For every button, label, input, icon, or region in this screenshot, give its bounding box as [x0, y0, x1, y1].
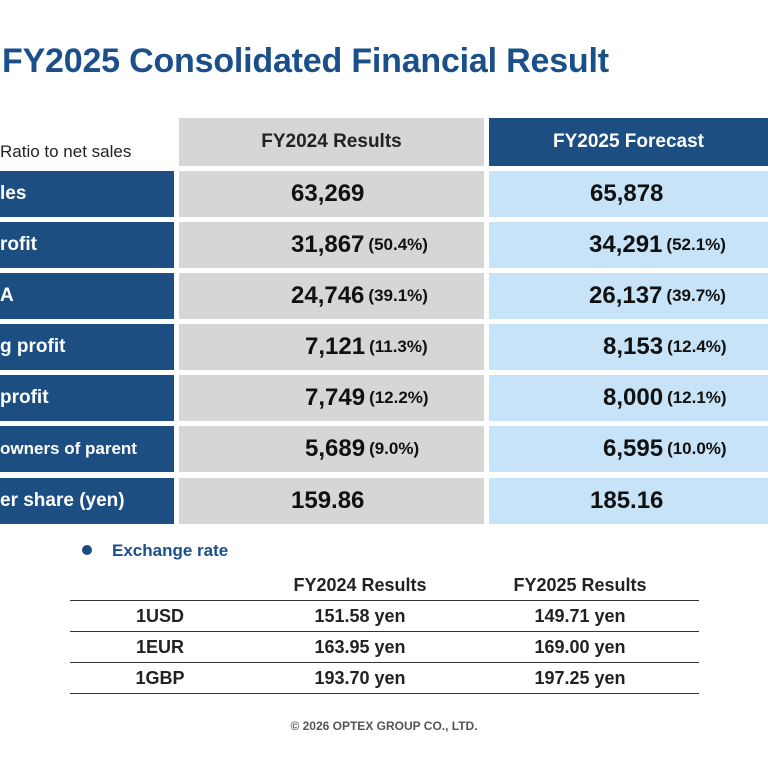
- ratio: (12.2%): [369, 388, 429, 407]
- row-label-gross-profit: rofit: [0, 222, 174, 268]
- row-label-net-sales: les: [0, 171, 174, 217]
- value: 185.16: [590, 487, 664, 514]
- cell-ordinary-profit-fy2025: 8,000 (12.1%): [489, 375, 768, 421]
- value: 34,291: [589, 231, 663, 258]
- value: 63,269: [291, 180, 365, 207]
- currency-label: 1EUR: [135, 636, 184, 657]
- row-label-ebitda: A: [0, 273, 174, 319]
- cell-ebitda-fy2024: 24,746 (39.1%): [179, 273, 484, 319]
- ratio: (9.0%): [369, 439, 420, 458]
- ratio: (10.0%): [667, 439, 727, 458]
- rate-fy2024: 151.58 yen: [314, 605, 406, 626]
- value: 8,000: [603, 384, 664, 411]
- table-row: 1GBP 193.70 yen 197.25 yen: [70, 662, 699, 694]
- cell-gross-profit-fy2025: 34,291 (52.1%): [489, 222, 768, 268]
- currency-label: 1USD: [135, 605, 184, 626]
- exchange-table-header: FY2024 Results FY2025 Results: [70, 570, 699, 600]
- row-label-operating-profit: g profit: [0, 324, 174, 370]
- ratio-note: Ratio to net sales: [0, 142, 132, 161]
- row-label-earnings-per-share: er share (yen): [0, 478, 174, 524]
- exchange-rate-table: FY2024 Results FY2025 Results 1USD 151.5…: [70, 570, 699, 694]
- currency-label: 1GBP: [135, 667, 185, 688]
- table-row: 1USD 151.58 yen 149.71 yen: [70, 600, 699, 631]
- ratio: (50.4%): [368, 235, 428, 254]
- ratio: (52.1%): [666, 235, 726, 254]
- column-header-fy2024-results: FY2024 Results: [179, 118, 484, 166]
- cell-profit-owners-fy2024: 5,689 (9.0%): [179, 426, 484, 472]
- cell-eps-fy2024: 159.86: [179, 478, 484, 524]
- value: 65,878: [590, 180, 664, 207]
- ratio: (12.1%): [667, 388, 727, 407]
- bullet-icon: [82, 545, 92, 555]
- rate-fy2025: 169.00 yen: [534, 636, 626, 657]
- cell-eps-fy2025: 185.16: [489, 478, 768, 524]
- value: 31,867: [291, 231, 365, 258]
- copyright-footer: © 2026 OPTEX GROUP CO., LTD.: [290, 719, 478, 733]
- rate-fy2024: 193.70 yen: [314, 667, 406, 688]
- cell-profit-owners-fy2025: 6,595 (10.0%): [489, 426, 768, 472]
- value: 7,121: [305, 333, 366, 360]
- row-label-ordinary-profit: profit: [0, 375, 174, 421]
- cell-operating-profit-fy2024: 7,121 (11.3%): [179, 324, 484, 370]
- exchange-header-fy2025: FY2025 Results: [513, 574, 647, 595]
- ratio: (12.4%): [667, 337, 727, 356]
- value: 5,689: [305, 435, 366, 462]
- value: 159.86: [291, 487, 365, 514]
- rate-fy2024: 163.95 yen: [314, 636, 406, 657]
- rate-fy2025: 149.71 yen: [534, 605, 626, 626]
- value: 26,137: [589, 282, 663, 309]
- cell-gross-profit-fy2024: 31,867 (50.4%): [179, 222, 484, 268]
- value: 8,153: [603, 333, 664, 360]
- page-title: FY2025 Consolidated Financial Result: [2, 42, 609, 80]
- cell-ordinary-profit-fy2024: 7,749 (12.2%): [179, 375, 484, 421]
- cell-ebitda-fy2025: 26,137 (39.7%): [489, 273, 768, 319]
- exchange-rate-title: Exchange rate: [112, 541, 229, 560]
- value: 24,746: [291, 282, 365, 309]
- table-row: 1EUR 163.95 yen 169.00 yen: [70, 631, 699, 662]
- cell-net-sales-fy2025: 65,878: [489, 171, 768, 217]
- rate-fy2025: 197.25 yen: [534, 667, 626, 688]
- ratio: (11.3%): [369, 337, 428, 356]
- value: 6,595: [603, 435, 664, 462]
- ratio: (39.7%): [666, 286, 726, 305]
- row-label-profit-owners-of-parent: owners of parent: [0, 426, 174, 472]
- exchange-header-fy2024: FY2024 Results: [293, 574, 427, 595]
- cell-net-sales-fy2024: 63,269: [179, 171, 484, 217]
- ratio: (39.1%): [368, 286, 428, 305]
- value: 7,749: [305, 384, 366, 411]
- cell-operating-profit-fy2025: 8,153 (12.4%): [489, 324, 768, 370]
- column-header-fy2025-forecast: FY2025 Forecast: [489, 118, 768, 166]
